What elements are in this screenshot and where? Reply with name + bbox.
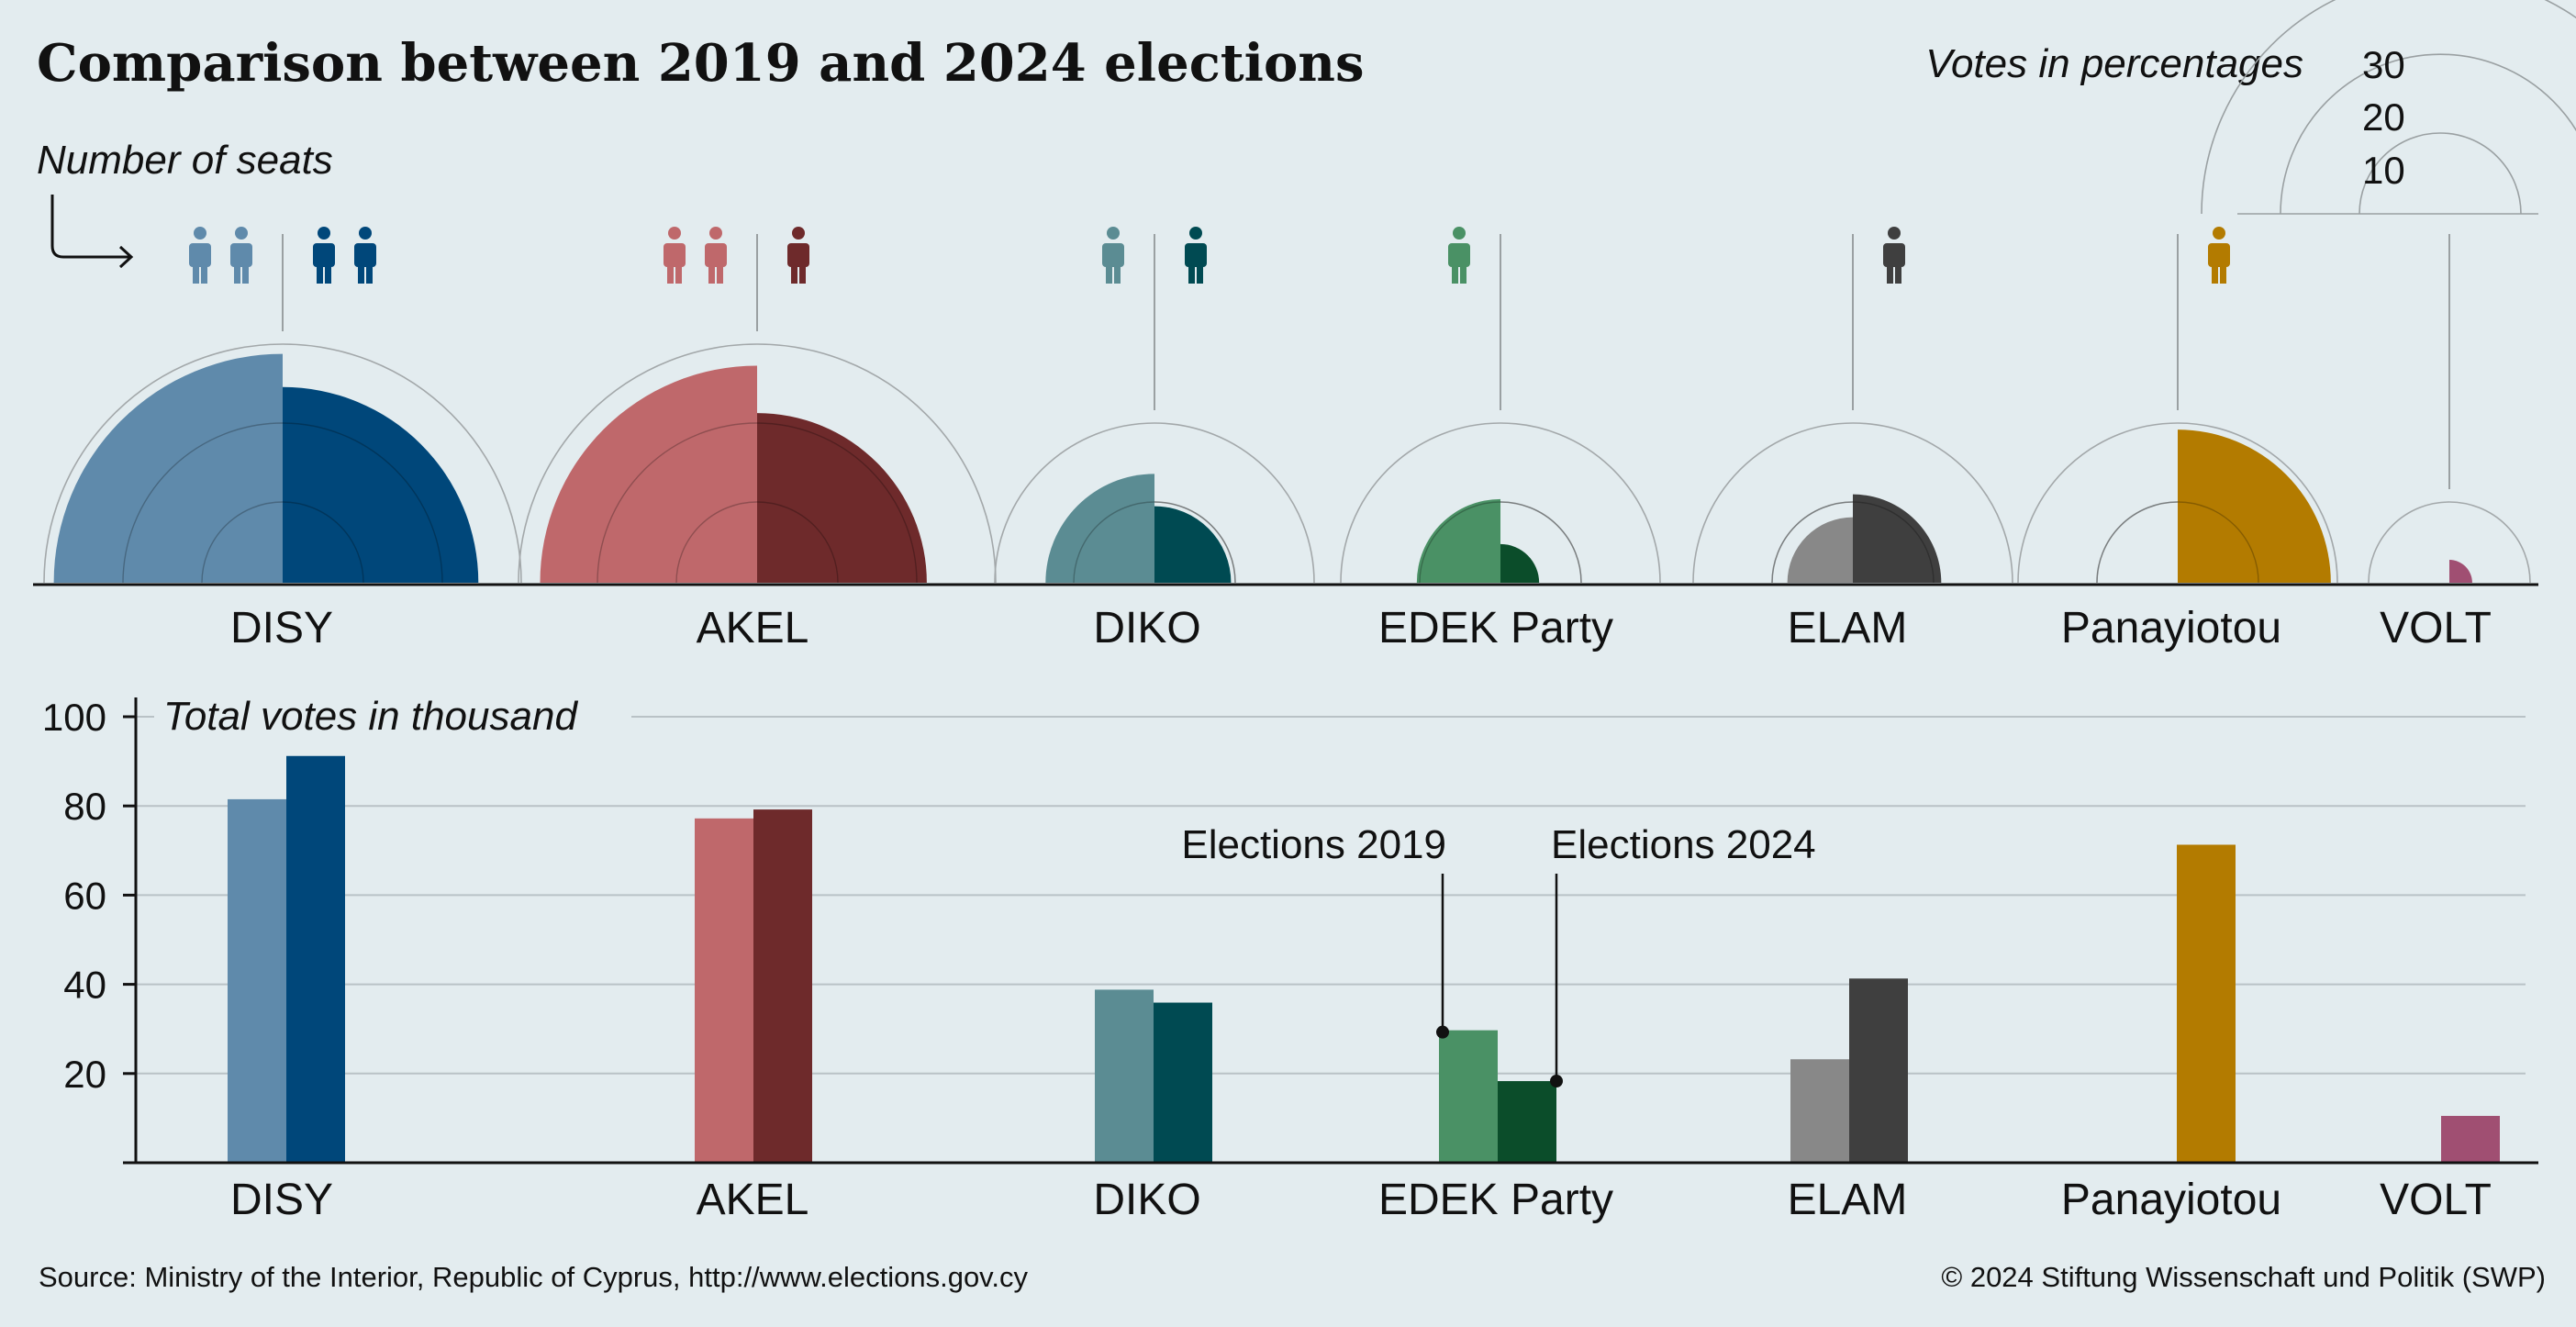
legend-tick-label: 10 <box>2362 149 2405 192</box>
vote-share-2024 <box>1500 543 1540 583</box>
seat-person-icon <box>705 227 727 284</box>
votes-percent-scale-legend: 10 20 30 <box>2201 0 2576 215</box>
legend-ring <box>2280 53 2576 215</box>
bar-2024 <box>286 755 345 1163</box>
seat-person-icon <box>2208 227 2230 284</box>
vote-share-2019 <box>1416 498 1500 583</box>
party-label: DIKO <box>1093 604 1200 652</box>
scale-ring-overlay <box>1771 501 1935 584</box>
bar-2019 <box>1095 989 1154 1163</box>
bar-2019 <box>228 798 286 1163</box>
y-tick-label: 20 <box>63 1053 106 1096</box>
y-tick-label: 40 <box>63 964 106 1007</box>
party-label: Panayiotou <box>2061 604 2281 652</box>
bar-2019 <box>1439 1030 1498 1163</box>
annotation-label-2024: Elections 2024 <box>1551 822 1816 867</box>
votes-percent-legend-label: Votes in percentages <box>1925 41 2303 86</box>
total-votes-label: Total votes in thousand <box>163 694 578 739</box>
vote-share-2019 <box>1045 474 1154 583</box>
legend-tick-label: 30 <box>2362 43 2405 86</box>
party-label: EDEK Party <box>1378 1176 1613 1224</box>
seat-person-icon <box>1102 227 1124 284</box>
scale-ring-overlay <box>122 422 443 584</box>
vote-share-2024 <box>283 386 479 583</box>
bar-2024 <box>753 809 812 1163</box>
bar-2024 <box>1154 1002 1212 1163</box>
seats-arrow <box>50 195 134 269</box>
scale-ring <box>1340 422 1661 584</box>
source-note: Source: Ministry of the Interior, Republ… <box>39 1261 1028 1293</box>
annotation-dot-2019 <box>1436 1025 1449 1039</box>
seat-person-icon <box>787 227 809 284</box>
vote-share-2024 <box>1853 494 1942 583</box>
bar-gridlines <box>123 715 2526 1076</box>
scale-ring <box>43 343 522 584</box>
vote-share-2024 <box>1154 506 1232 583</box>
bar-2019 <box>1790 1059 1849 1163</box>
party-label: DISY <box>230 604 333 652</box>
election-year-annotations: Elections 2019 Elections 2024 <box>1181 822 1816 1088</box>
seat-person-icon <box>189 227 211 284</box>
vote-bars <box>228 755 2500 1163</box>
top-party-labels: DISY AKEL DIKO EDEK Party ELAM Panayiotou VOLT <box>230 604 2492 652</box>
party-label: Panayiotou <box>2061 1176 2281 1224</box>
scale-ring-overlay <box>201 501 364 584</box>
vote-share-semicircles <box>43 343 2531 584</box>
seat-person-icon <box>354 227 376 284</box>
seat-person-icon <box>1448 227 1470 284</box>
bottom-party-labels: DISY AKEL DIKO EDEK Party ELAM Panayiotou VOLT <box>230 1176 2492 1224</box>
chart-title: Comparison between 2019 and 2024 electio… <box>37 33 1365 94</box>
copyright-note: © 2024 Stiftung Wissenschaft und Politik… <box>1941 1261 2546 1293</box>
vote-share-2019 <box>1787 517 1853 583</box>
y-tick-label: 80 <box>63 785 106 828</box>
bar-y-tick-labels: 20 40 60 80 100 <box>42 696 106 1096</box>
party-label: AKEL <box>697 1176 809 1224</box>
scale-ring-overlay <box>597 422 918 584</box>
bar-2024 <box>1849 978 1908 1163</box>
scale-ring <box>994 422 1315 584</box>
party-label: AKEL <box>697 604 809 652</box>
seats-icons <box>189 227 2450 489</box>
scale-ring <box>2368 501 2531 584</box>
legend-tick-label: 20 <box>2362 95 2405 139</box>
bar-2024 <box>2441 1115 2500 1163</box>
vote-share-2024 <box>757 413 927 583</box>
seat-person-icon <box>1883 227 1905 284</box>
annotation-label-2019: Elections 2019 <box>1181 822 1446 867</box>
vote-share-2024 <box>2449 560 2472 583</box>
y-tick-label: 100 <box>42 696 106 739</box>
seat-person-icon <box>1185 227 1207 284</box>
bar-2024 <box>1498 1081 1556 1163</box>
scale-ring-overlay <box>1073 501 1236 584</box>
scale-ring <box>1692 422 2013 584</box>
party-label: ELAM <box>1788 1176 1908 1224</box>
seats-label: Number of seats <box>37 138 333 183</box>
vote-share-2024 <box>2178 429 2331 583</box>
vote-share-2019 <box>53 353 283 583</box>
bar-2019 <box>695 818 753 1163</box>
scale-ring <box>518 343 997 584</box>
party-label: DISY <box>230 1176 333 1224</box>
party-label: DIKO <box>1093 1176 1200 1224</box>
seat-person-icon <box>664 227 686 284</box>
party-label: VOLT <box>2380 1176 2492 1224</box>
y-tick-label: 60 <box>63 874 106 917</box>
scale-ring-overlay <box>675 501 839 584</box>
bar-2024 <box>2177 844 2236 1163</box>
legend-ring <box>2201 0 2576 215</box>
total-votes-label-backdrop <box>154 686 631 740</box>
legend-ring <box>2359 132 2522 215</box>
party-label: VOLT <box>2380 604 2492 652</box>
vote-share-2019 <box>540 365 757 583</box>
party-label: EDEK Party <box>1378 604 1613 652</box>
scale-ring-overlay <box>2096 501 2259 584</box>
seat-person-icon <box>230 227 252 284</box>
scale-ring <box>2017 422 2338 584</box>
scale-ring-overlay <box>1419 501 1582 584</box>
annotation-dot-2024 <box>1550 1075 1563 1088</box>
party-label: ELAM <box>1788 604 1908 652</box>
seat-person-icon <box>313 227 335 284</box>
